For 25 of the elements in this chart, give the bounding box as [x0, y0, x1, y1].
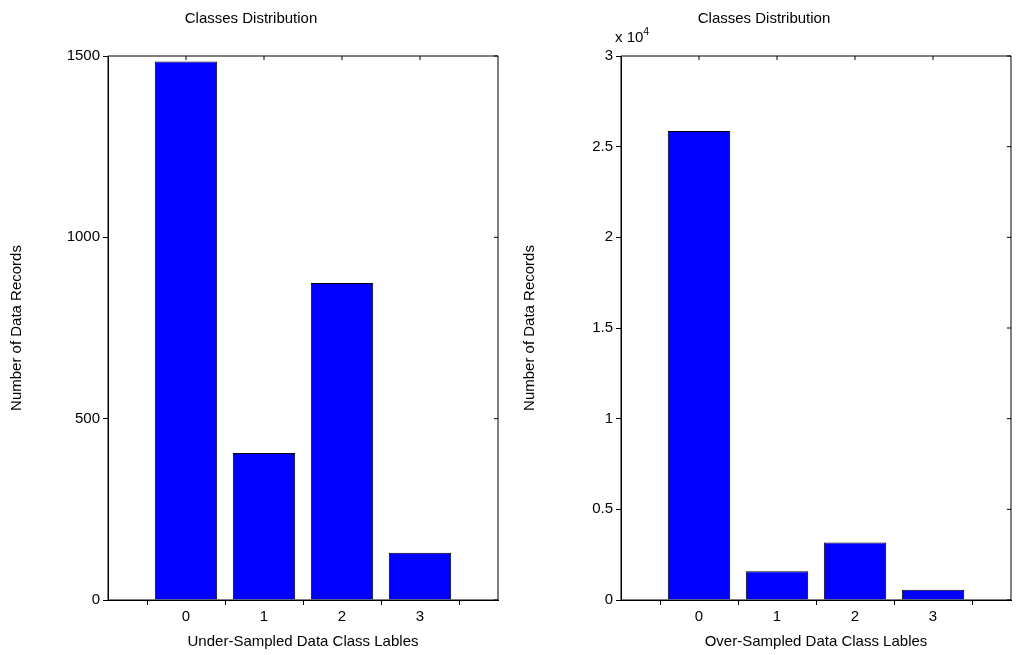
x-tick-label: 1	[772, 607, 782, 625]
chart-title: Classes Distribution	[184, 9, 318, 27]
y-tick-label: 0	[91, 590, 100, 608]
y-tick-label: 0.5	[592, 499, 613, 517]
x-tick-label: 2	[850, 607, 860, 625]
y-tick-label: 2	[604, 227, 613, 245]
y-axis-title: Number of Data Records	[7, 245, 25, 411]
y-tick-label: 1	[604, 408, 613, 426]
x-tick-label: 2	[337, 607, 347, 625]
y-tick-label: 500	[74, 408, 100, 426]
y-tick-label: 1000	[66, 227, 100, 245]
chart-title: Classes Distribution	[697, 9, 831, 27]
x-tick-label: 0	[694, 607, 704, 625]
y-tick-label: 1500	[66, 46, 100, 64]
x-tick-label: 3	[415, 607, 425, 625]
x-tick-label: 1	[259, 607, 269, 625]
y-axis-title: Number of Data Records	[520, 245, 538, 411]
x-tick-label: 0	[181, 607, 191, 625]
y-tick-label: 1.5	[592, 318, 613, 336]
y-tick-label: 2.5	[592, 136, 613, 154]
y-tick-label: 3	[604, 46, 613, 64]
y-tick-label: 0	[604, 590, 613, 608]
x-tick-label: 3	[928, 607, 938, 625]
x-axis-title: Under-Sampled Data Class Lables	[187, 632, 419, 650]
x-axis-title: Over-Sampled Data Class Lables	[704, 632, 928, 650]
